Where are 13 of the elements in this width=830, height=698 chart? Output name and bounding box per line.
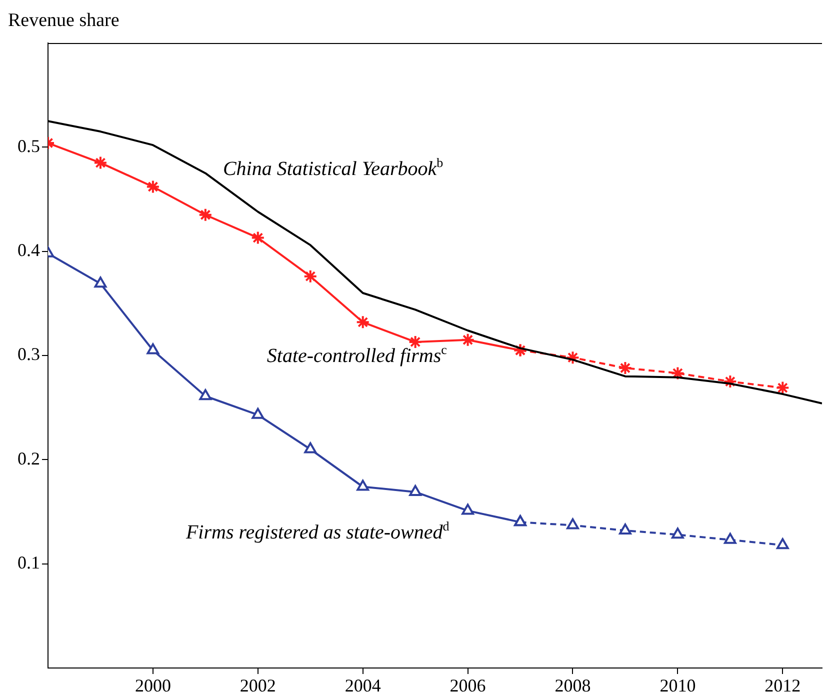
x-tick-label: 2002: [240, 676, 276, 696]
x-tick-label: 2010: [660, 676, 696, 696]
x-tick-label: 2012: [764, 676, 801, 696]
y-tick-label: 0.3: [18, 344, 40, 364]
y-tick-label: 0.5: [18, 136, 40, 156]
x-tick-label: 2008: [554, 676, 591, 696]
x-tick-label: 2006: [450, 676, 486, 696]
y-tick-label: 0.4: [18, 240, 40, 260]
y-tick-label: 0.1: [18, 552, 40, 573]
x-tick-label: 2004: [344, 676, 381, 696]
x-tick-label: 2000: [134, 676, 171, 696]
y-tick-label: 0.2: [18, 448, 40, 468]
y-axis-title: Revenue share: [8, 10, 120, 31]
